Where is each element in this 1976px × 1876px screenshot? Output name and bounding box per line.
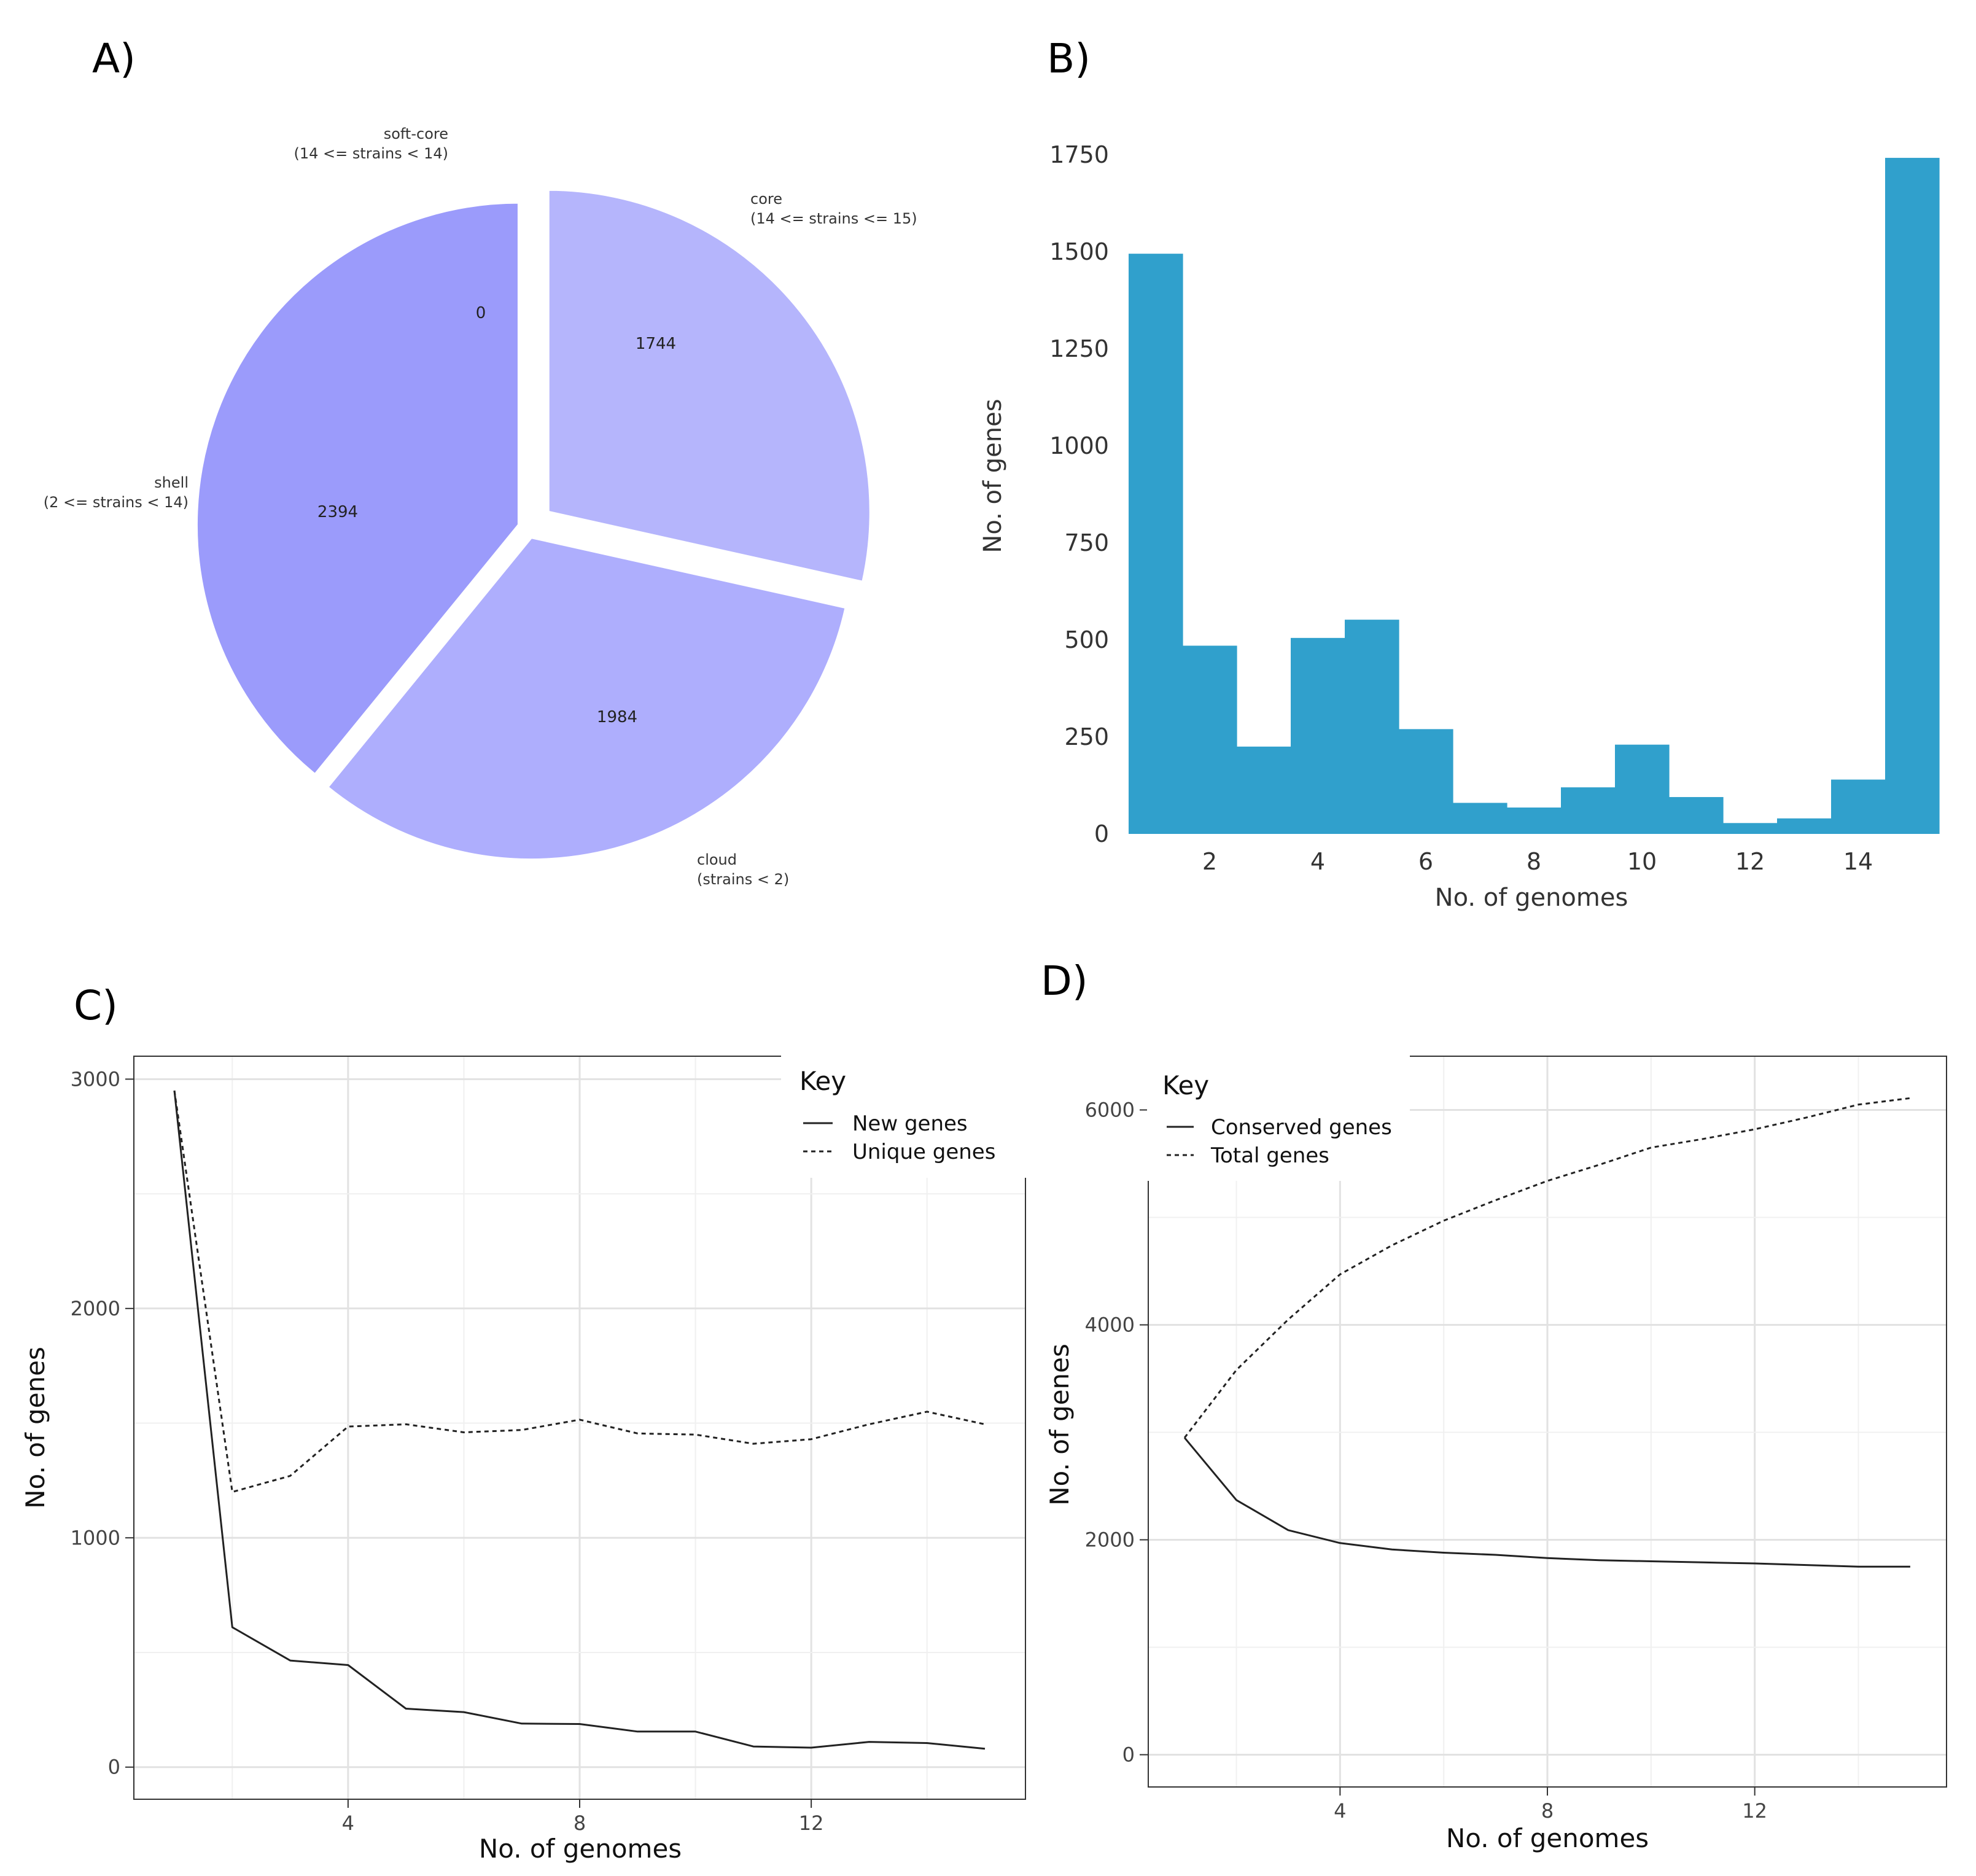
legend-label-new-genes: New genes: [852, 1111, 968, 1136]
x-tick-label: 14: [1843, 848, 1873, 875]
bar: [1507, 808, 1562, 834]
legend-label-unique-genes: Unique genes: [852, 1140, 995, 1164]
y-tick-label: 2000: [1085, 1528, 1135, 1552]
y-axis-label-b: No. of genes: [979, 399, 1007, 553]
panel-label-b: B): [1047, 35, 1091, 82]
series-line-total-genes: [1183, 1097, 1911, 1439]
legend-box-d: [1147, 1055, 1410, 1181]
y-tick-label: 6000: [1085, 1099, 1135, 1122]
bar: [1561, 787, 1616, 834]
bar: [1183, 645, 1237, 834]
y-tick-label: 750: [1064, 529, 1109, 556]
x-tick-label: 8: [574, 1812, 586, 1835]
x-tick-label: 4: [1310, 848, 1325, 875]
y-tick-label: 2000: [71, 1297, 120, 1320]
legend-box-c: [781, 1055, 1027, 1178]
x-axis-label-d: No. of genomes: [1446, 1823, 1649, 1853]
pie-slice-shell: [195, 201, 520, 777]
bar: [1237, 746, 1291, 834]
x-tick-label: 12: [1742, 1799, 1767, 1823]
pie-value-core: 1744: [636, 335, 676, 353]
x-tick-label: 2: [1202, 848, 1217, 875]
line-chart-conserved-total: 0 2000 4000 6000 4 8 12 Key Conserved genes To…: [1044, 1055, 1947, 1853]
x-axis-label-b: No. of genomes: [1435, 884, 1628, 912]
pie-value-shell: 2394: [317, 503, 358, 521]
bar-chart: 0 250 500 750 1000 1250 1500 1750 2 4 6 8 10 12 14 No…: [979, 141, 1940, 912]
x-tick-label: 8: [1541, 1799, 1554, 1823]
pie-slice-cloud: [325, 535, 848, 862]
x-tick-label: 10: [1627, 848, 1657, 875]
y-tick-label: 0: [1122, 1743, 1135, 1767]
legend-title-c: Key: [799, 1066, 846, 1096]
pie-value-cloud: 1984: [597, 708, 637, 726]
x-axis-label-c: No. of genomes: [479, 1834, 682, 1864]
x-tick-label: 4: [1334, 1799, 1346, 1823]
bar: [1615, 744, 1670, 834]
y-tick-label: 1000: [1049, 432, 1109, 459]
series-line-new-genes: [173, 1090, 986, 1750]
y-tick-label: 3000: [71, 1067, 120, 1091]
y-tick-label: 0: [108, 1756, 120, 1779]
x-tick-label: 6: [1418, 848, 1433, 875]
bar: [1777, 818, 1832, 834]
pie-label-core-range: (14 <= strains <= 15): [750, 210, 917, 227]
pie-chart: 1744 1984 2394 0 core (14 <= strains <= …: [44, 125, 917, 888]
y-tick-label: 250: [1064, 723, 1109, 750]
y-tick-label: 500: [1064, 626, 1109, 653]
y-tick-label: 1250: [1049, 335, 1109, 362]
bar: [1129, 254, 1183, 834]
x-tick-label: 4: [342, 1812, 354, 1835]
y-tick-label: 1750: [1049, 141, 1109, 168]
y-tick-label: 4000: [1085, 1314, 1135, 1337]
y-tick-label: 1500: [1049, 238, 1109, 265]
pie-label-cloud: cloud: [697, 851, 737, 868]
pie-label-soft-core-range: (14 <= strains < 14): [294, 145, 448, 162]
line-chart-new-unique: 0 1000 2000 3000 4 8 12 Key New genes Unique g…: [20, 1055, 1027, 1864]
legend-title-d: Key: [1162, 1070, 1209, 1100]
x-tick-label: 12: [1735, 848, 1765, 875]
y-axis-label-c: No. of genes: [20, 1347, 50, 1509]
y-tick-label: 0: [1094, 820, 1109, 847]
x-tick-label: 12: [799, 1812, 824, 1835]
pie-slice-core: [547, 188, 872, 584]
pie-label-soft-core: soft-core: [384, 125, 448, 142]
bar: [1885, 158, 1940, 834]
x-tick-label: 8: [1527, 848, 1541, 875]
pie-label-shell-range: (2 <= strains < 14): [44, 494, 189, 511]
bar: [1291, 637, 1345, 834]
bar: [1399, 729, 1453, 834]
panel-label-d: D): [1041, 957, 1088, 1005]
legend-label-conserved-genes: Conserved genes: [1211, 1115, 1392, 1140]
bar: [1453, 803, 1507, 834]
pie-value-soft-core: 0: [476, 304, 486, 322]
bar: [1831, 779, 1886, 834]
pie-label-cloud-range: (strains < 2): [697, 871, 789, 888]
series-line-unique-genes: [173, 1090, 986, 1493]
series-line-conserved-genes: [1183, 1437, 1910, 1568]
panel-label-a: A): [92, 35, 136, 82]
bar: [1345, 620, 1399, 834]
y-tick-label: 1000: [71, 1526, 120, 1549]
pie-label-shell: shell: [154, 474, 189, 491]
pie-label-core: core: [750, 190, 782, 208]
y-axis-label-d: No. of genes: [1044, 1344, 1075, 1506]
legend-label-total-genes: Total genes: [1210, 1143, 1329, 1168]
bar: [1723, 823, 1778, 834]
bar: [1669, 796, 1724, 834]
panel-label-c: C): [74, 982, 118, 1029]
